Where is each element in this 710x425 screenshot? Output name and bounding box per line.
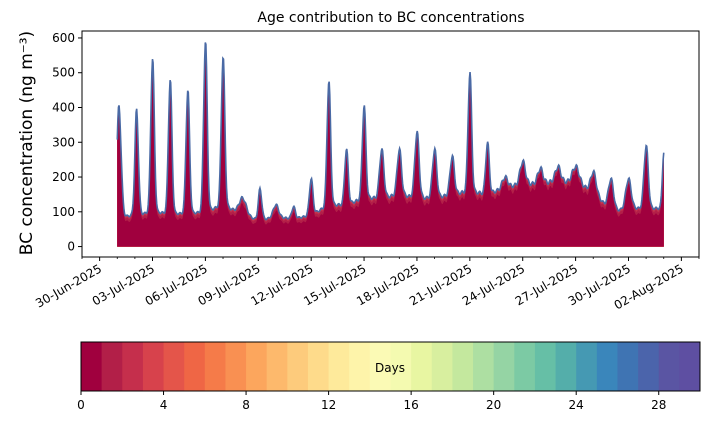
colorbar-tick-label: 16 [403,398,418,412]
colorbar-bin-13 [349,342,371,391]
colorbar-bin-29 [679,342,701,391]
colorbar-tick-label: 12 [321,398,336,412]
y-tick-label: 200 [52,170,75,184]
plot-frame [81,30,700,258]
chart-title: Age contribution to BC concentrations [257,10,524,26]
colorbar-bin-2 [122,342,144,391]
colorbar-bin-0 [81,342,103,391]
colorbar-bin-26 [617,342,639,391]
colorbar-tick-label: 24 [569,398,584,412]
colorbar-ticks: 0 4 8 12 16 20 24 28 [77,391,666,412]
colorbar-bin-20 [493,342,515,391]
colorbar-bin-8 [246,342,268,391]
colorbar-bin-3 [142,342,165,391]
total-concentration-line-group [116,42,665,221]
colorbar-tick-label: 20 [486,398,501,412]
colorbar-bin-16 [411,342,433,391]
colorbar-tick-label: 4 [160,398,168,412]
colorbar-bin-18 [452,342,474,391]
y-axis-label: BC concentration (ng m⁻³) [17,31,37,255]
y-tick-label: 300 [52,135,75,149]
colorbar-bin-27 [638,342,660,391]
colorbar-bin-6 [204,342,226,391]
age-area-layers [117,42,664,247]
y-tick-label: 0 [67,240,75,254]
y-tick-label: 600 [52,31,75,45]
y-tick-label: 100 [52,205,75,219]
colorbar-bin-15 [390,342,412,391]
colorbar-bin-5 [184,342,206,391]
total-concentration-line [116,42,665,221]
colorbar-tick-label: 8 [242,398,250,412]
colorbar-bin-17 [431,342,453,391]
y-axis: 0 100 200 300 400 500 600 [52,31,82,254]
y-tick-label: 400 [52,100,75,114]
colorbar [81,342,701,391]
colorbar-bin-25 [596,342,618,391]
colorbar-bin-21 [514,342,536,391]
colorbar-bin-23 [555,342,577,391]
colorbar-bin-1 [101,342,123,391]
colorbar-bin-14 [369,342,391,391]
colorbar-label: Days [375,361,405,375]
y-tick-label: 500 [52,66,75,80]
colorbar-bin-22 [534,342,557,391]
colorbar-bin-11 [307,342,330,391]
colorbar-bin-24 [576,342,598,391]
colorbar-bin-7 [225,342,247,391]
colorbar-tick-label: 0 [77,398,85,412]
colorbar-frame [80,341,701,392]
age-layer-0-1-days [117,46,664,247]
colorbar-bin-4 [163,342,185,391]
colorbar-bin-19 [473,342,495,391]
colorbar-bin-28 [658,342,680,391]
colorbar-tick-label: 28 [651,398,666,412]
colorbar-bin-9 [266,342,288,391]
colorbar-bin-10 [287,342,309,391]
colorbar-bin-12 [328,342,350,391]
